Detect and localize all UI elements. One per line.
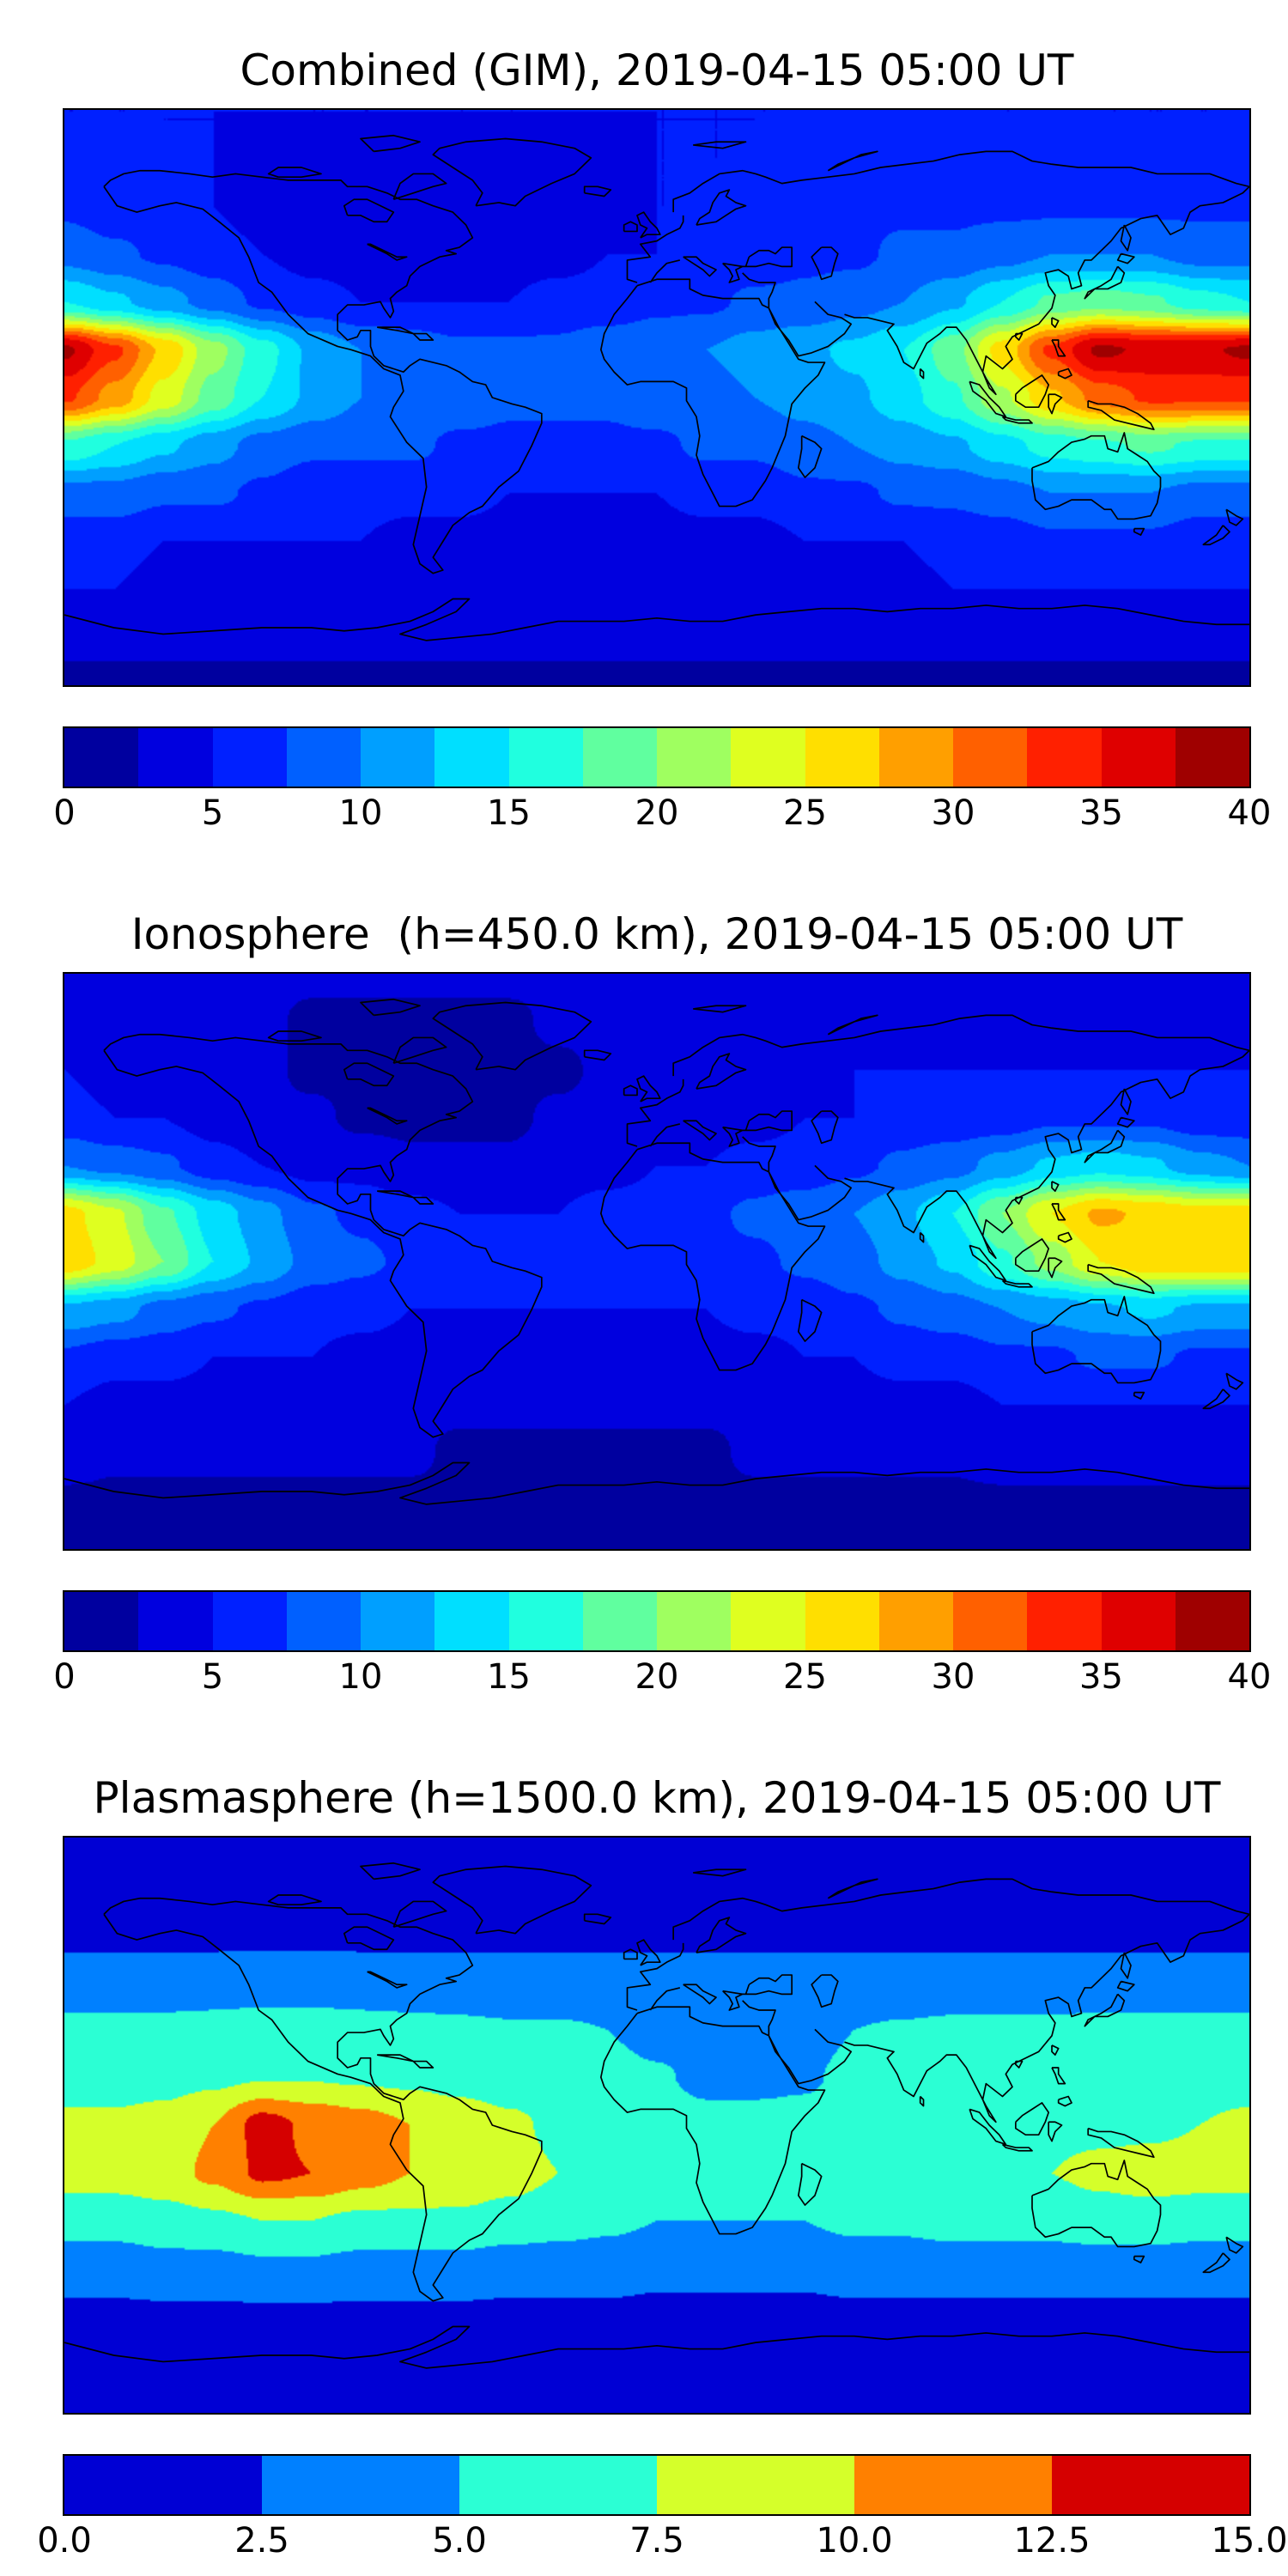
colorbar-tick-label: 25 bbox=[783, 793, 827, 833]
colorbar-segment bbox=[805, 1592, 879, 1650]
colorbar-tick-label: 30 bbox=[931, 793, 975, 833]
map-plasmasphere bbox=[63, 1836, 1251, 2415]
tec-field-canvas-combined bbox=[64, 110, 1249, 685]
colorbar-tick-label: 15.0 bbox=[1211, 2521, 1288, 2561]
colorbar-tick-label: 0 bbox=[53, 793, 76, 833]
colorbar-segment bbox=[878, 728, 953, 787]
colorbar-segment bbox=[878, 1592, 953, 1650]
map-ionosphere bbox=[63, 972, 1251, 1551]
colorbar-combined bbox=[63, 726, 1251, 788]
colorbar-tick-label: 25 bbox=[783, 1657, 827, 1697]
colorbar-segment bbox=[854, 2456, 1052, 2514]
colorbar-tick-label: 7.5 bbox=[629, 2521, 684, 2561]
tec-field-canvas-ionosphere bbox=[64, 974, 1249, 1549]
coastlines-overlay bbox=[64, 1838, 1249, 2413]
coastline-path bbox=[64, 136, 1249, 641]
colorbar-segment bbox=[1101, 1592, 1176, 1650]
panel-combined: Combined (GIM), 2019-04-15 05:00 UT 0 5 10… bbox=[0, 45, 1288, 833]
colorbar-segment bbox=[64, 728, 139, 787]
colorbar-tick-label: 10.0 bbox=[816, 2521, 893, 2561]
colorbar-segment bbox=[953, 728, 1028, 787]
colorbar-segment bbox=[1175, 1592, 1249, 1650]
panel-title-plasmasphere: Plasmasphere (h=1500.0 km), 2019-04-15 0… bbox=[93, 1773, 1221, 1823]
colorbar-tick-label: 10 bbox=[338, 793, 383, 833]
colorbar-segment bbox=[459, 2456, 657, 2514]
colorbar-ticks-ionosphere: 0 5 10 15 20 25 30 35 40 bbox=[53, 1657, 1271, 1697]
colorbar-segment bbox=[286, 1592, 361, 1650]
colorbar-segment bbox=[582, 728, 657, 787]
panel-ionosphere: Ionosphere (h=450.0 km), 2019-04-15 05:0… bbox=[0, 908, 1288, 1697]
colorbar-ticks-plasmasphere: 0.0 2.5 5.0 7.5 10.0 12.5 15.0 bbox=[37, 2521, 1287, 2561]
colorbar-segment bbox=[361, 1592, 435, 1650]
colorbar-segment bbox=[582, 1592, 657, 1650]
colorbar-tick-label: 10 bbox=[338, 1657, 383, 1697]
colorbar-tick-label: 40 bbox=[1227, 1657, 1272, 1697]
colorbar-ticks-combined: 0 5 10 15 20 25 30 35 40 bbox=[53, 793, 1271, 833]
coastlines-overlay bbox=[64, 974, 1249, 1549]
colorbar-segment bbox=[361, 728, 435, 787]
panel-title-ionosphere: Ionosphere (h=450.0 km), 2019-04-15 05:0… bbox=[131, 909, 1183, 959]
map-combined bbox=[63, 108, 1251, 687]
colorbar-tick-label: 40 bbox=[1227, 793, 1272, 833]
colorbar-segment bbox=[1101, 728, 1176, 787]
colorbar-tick-label: 35 bbox=[1079, 1657, 1123, 1697]
colorbar-tick-label: 2.5 bbox=[234, 2521, 289, 2561]
colorbar-ionosphere bbox=[63, 1590, 1251, 1652]
colorbar-segment bbox=[138, 728, 213, 787]
colorbar-tick-label: 15 bbox=[487, 1657, 531, 1697]
colorbar-segment bbox=[64, 2456, 262, 2514]
colorbar-segment bbox=[731, 1592, 805, 1650]
coastline-path bbox=[64, 1863, 1249, 2368]
colorbar-segment bbox=[212, 728, 287, 787]
colorbar-tick-label: 0 bbox=[53, 1657, 76, 1697]
coastlines-overlay bbox=[64, 110, 1249, 685]
colorbar-segment bbox=[1052, 2456, 1249, 2514]
colorbar-tick-label: 20 bbox=[635, 1657, 679, 1697]
colorbar-segment bbox=[508, 1592, 583, 1650]
colorbar-tick-label: 5 bbox=[201, 793, 224, 833]
colorbar-segment bbox=[731, 728, 805, 787]
colorbar-segment bbox=[953, 1592, 1028, 1650]
colorbar-tick-label: 35 bbox=[1079, 793, 1123, 833]
colorbar-segment bbox=[1175, 728, 1249, 787]
colorbar-segment bbox=[657, 728, 732, 787]
panel-title-combined: Combined (GIM), 2019-04-15 05:00 UT bbox=[240, 46, 1074, 95]
figure-root: Combined (GIM), 2019-04-15 05:00 UT 0 5 10… bbox=[0, 45, 1288, 2561]
colorbar-segment bbox=[286, 728, 361, 787]
colorbar-tick-label: 5 bbox=[201, 1657, 224, 1697]
colorbar-segment bbox=[212, 1592, 287, 1650]
colorbar-plasmasphere bbox=[63, 2454, 1251, 2516]
tec-field-canvas-plasmasphere bbox=[64, 1838, 1249, 2413]
colorbar-segment bbox=[508, 728, 583, 787]
colorbar-tick-label: 30 bbox=[931, 1657, 975, 1697]
colorbar-segment bbox=[434, 1592, 509, 1650]
colorbar-segment bbox=[434, 728, 509, 787]
colorbar-tick-label: 15 bbox=[487, 793, 531, 833]
colorbar-segment bbox=[805, 728, 879, 787]
colorbar-tick-label: 12.5 bbox=[1013, 2521, 1091, 2561]
colorbar-segment bbox=[64, 1592, 139, 1650]
colorbar-segment bbox=[657, 1592, 732, 1650]
colorbar-segment bbox=[657, 2456, 854, 2514]
colorbar-tick-label: 5.0 bbox=[432, 2521, 487, 2561]
colorbar-segment bbox=[1027, 728, 1102, 787]
colorbar-segment bbox=[262, 2456, 459, 2514]
colorbar-segment bbox=[138, 1592, 213, 1650]
coastline-path bbox=[64, 999, 1249, 1504]
colorbar-tick-label: 0.0 bbox=[37, 2521, 92, 2561]
panel-plasmasphere: Plasmasphere (h=1500.0 km), 2019-04-15 0… bbox=[0, 1772, 1288, 2561]
colorbar-tick-label: 20 bbox=[635, 793, 679, 833]
colorbar-segment bbox=[1027, 1592, 1102, 1650]
